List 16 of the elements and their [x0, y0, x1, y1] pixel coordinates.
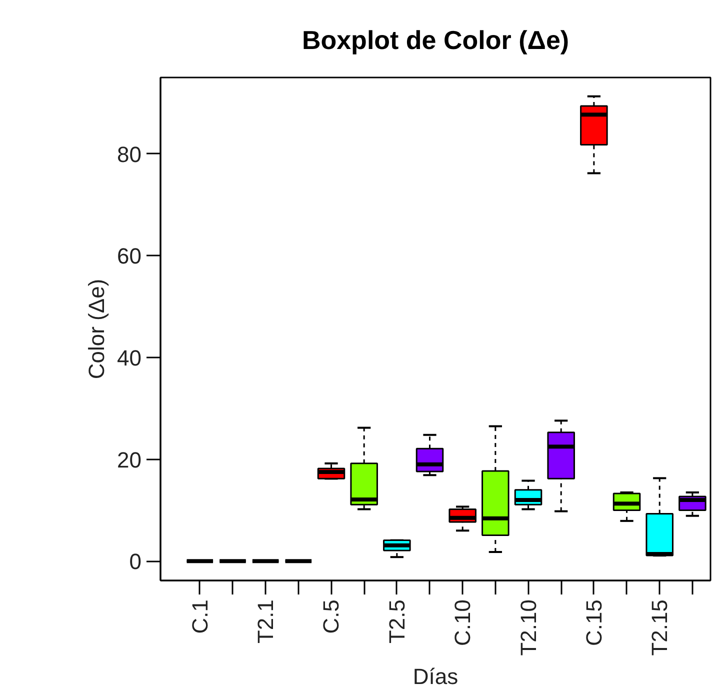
- chart-title: Boxplot de Color (Δe): [302, 25, 570, 55]
- y-tick-label: 20: [117, 447, 142, 472]
- x-axis-title: Días: [412, 664, 458, 689]
- x-tick-label: C.5: [318, 599, 344, 634]
- x-tick-label: C.15: [581, 599, 606, 646]
- y-tick-label: 0: [129, 549, 142, 574]
- x-tick-label: T2.15: [647, 599, 672, 656]
- y-tick-label: 80: [117, 142, 142, 167]
- x-tick-label: C.10: [450, 599, 476, 646]
- x-tick-label: C.1: [187, 599, 212, 634]
- x-tick-label: T2.5: [384, 599, 410, 644]
- y-axis-title: Color (Δe): [84, 278, 110, 380]
- x-tick-label: T2.1: [253, 599, 278, 644]
- x-tick-label: T2.10: [516, 599, 541, 656]
- y-tick-label: 60: [117, 244, 142, 269]
- y-tick-label: 40: [117, 346, 142, 371]
